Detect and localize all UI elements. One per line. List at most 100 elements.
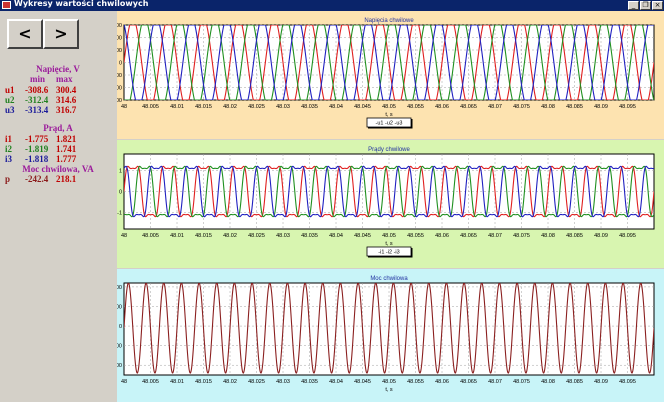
stat-min: -1.775 [25,134,49,144]
series-i3 [124,165,654,218]
stat-name: p [5,174,11,184]
x-tick-label: 48.005 [142,104,159,110]
stat-name: u2 [5,95,15,105]
x-tick-label: 48.035 [301,104,318,110]
stat-min: -1.818 [25,154,49,164]
stat-max: 316.7 [56,105,77,115]
power-chart-panel: Moc chwilowa 48 48.005 48.01 48.015 48.02 48.0… [117,269,664,402]
x-tick-label: 48.09 [594,233,608,239]
x-tick-label: 48.045 [354,379,371,385]
stat-name: i3 [5,154,13,164]
x-tick-label: 48.04 [329,104,343,110]
x-tick-label: 48.055 [407,233,424,239]
col-max-label: max [56,74,73,84]
x-tick-label: 48.065 [460,104,477,110]
col-min-label: min [30,74,46,84]
x-tick-label: 48.075 [513,233,530,239]
stat-max: 1.741 [56,144,77,154]
x-tick-label: 48.07 [488,233,502,239]
x-tick-label: 48.055 [407,104,424,110]
x-tick-label: 48 [121,104,127,110]
x-tick-label: 48.095 [619,379,636,385]
y-tick-label: 200 [117,36,122,42]
voltage-chart-panel: Napięcia chwilowe 48 48.005 48.01 48.015 48.0… [117,11,664,139]
stat-min: -312.4 [25,95,49,105]
x-tick-label: 48.025 [248,233,265,239]
x-axis-label: t, s [385,112,393,118]
y-tick-label: 0 [119,61,122,67]
x-tick-label: 48.01 [170,379,184,385]
x-tick-label: 48.005 [142,233,159,239]
stat-max: 1.821 [56,134,77,144]
chart-title: Prądy chwilowe [368,147,410,153]
current-stat-row: i3 -1.818 1.777 [0,154,116,164]
series-u1 [124,25,654,100]
stat-min: -242.4 [25,174,49,184]
x-tick-label: 48.06 [435,233,449,239]
legend-text: -u1 -u2 -u3 [376,121,403,127]
chart-title: Moc chwilowa [370,276,408,282]
x-axis-label: t, s [385,241,393,247]
x-tick-label: 48.015 [195,379,212,385]
y-tick-label: 100 [117,48,122,54]
x-tick-label: 48.065 [460,233,477,239]
x-tick-label: 48.08 [541,233,555,239]
maximize-button[interactable]: ❐ [640,1,651,10]
stat-max: 314.6 [56,95,77,105]
app-icon [2,1,11,9]
x-tick-label: 48.09 [594,104,608,110]
x-tick-label: 48.08 [541,379,555,385]
x-tick-label: 48.07 [488,104,502,110]
power-chart: Moc chwilowa 48 48.005 48.01 48.015 48.02 48.0… [117,269,664,402]
x-tick-label: 48.08 [541,104,555,110]
legend-text: -i1 -i2 -i3 [378,250,399,256]
x-tick-label: 48.01 [170,104,184,110]
x-tick-label: 48.05 [382,379,396,385]
x-tick-label: 48.01 [170,233,184,239]
stat-name: i2 [5,144,13,154]
current-stat-row: i1 -1.775 1.821 [0,134,116,144]
x-tick-label: 48.04 [329,379,343,385]
x-tick-label: 48 [121,379,127,385]
stat-max: 1.777 [56,154,77,164]
x-tick-label: 48.025 [248,379,265,385]
current-title: Prąd, A [43,123,73,133]
x-tick-label: 48.035 [301,379,318,385]
series-p [124,283,654,374]
series-i1 [124,165,654,218]
x-tick-label: 48.055 [407,379,424,385]
y-tick-label: 300 [117,23,122,29]
x-tick-label: 48.065 [460,379,477,385]
y-tick-label: -100 [117,344,122,350]
stat-max: 218.1 [56,174,77,184]
x-tick-label: 48.045 [354,233,371,239]
y-tick-label: 0 [119,324,122,330]
y-tick-label: -200 [117,86,122,92]
stat-name: u3 [5,105,15,115]
minimize-button[interactable]: _ [628,1,639,10]
next-button[interactable]: > [43,19,79,49]
x-tick-label: 48.06 [435,104,449,110]
power-title: Moc chwilowa, VA [22,164,94,174]
x-tick-label: 48.09 [594,379,608,385]
prev-button[interactable]: < [7,19,43,49]
x-tick-label: 48.085 [566,379,583,385]
current-stat-row: i2 -1.819 1.741 [0,144,116,154]
window-title: Wykresy wartości chwilowych [14,0,149,8]
x-tick-label: 48.085 [566,233,583,239]
y-tick-label: -100 [117,73,122,79]
power-stat-row: p -242.4 218.1 [0,174,116,184]
x-tick-label: 48.025 [248,104,265,110]
x-tick-label: 48.015 [195,233,212,239]
x-tick-label: 48.075 [513,104,530,110]
close-button[interactable]: × [652,1,663,10]
stat-min: -313.4 [25,105,49,115]
x-tick-label: 48.005 [142,379,159,385]
y-tick-label: 1 [119,169,122,175]
stat-name: i1 [5,134,13,144]
x-tick-label: 48.02 [223,379,237,385]
stat-min: -308.6 [25,85,49,95]
x-tick-label: 48.04 [329,233,343,239]
current-chart: Prądy chwilowe 48 48.005 48.01 48.015 48.02 48… [117,140,664,268]
x-tick-label: 48.06 [435,379,449,385]
